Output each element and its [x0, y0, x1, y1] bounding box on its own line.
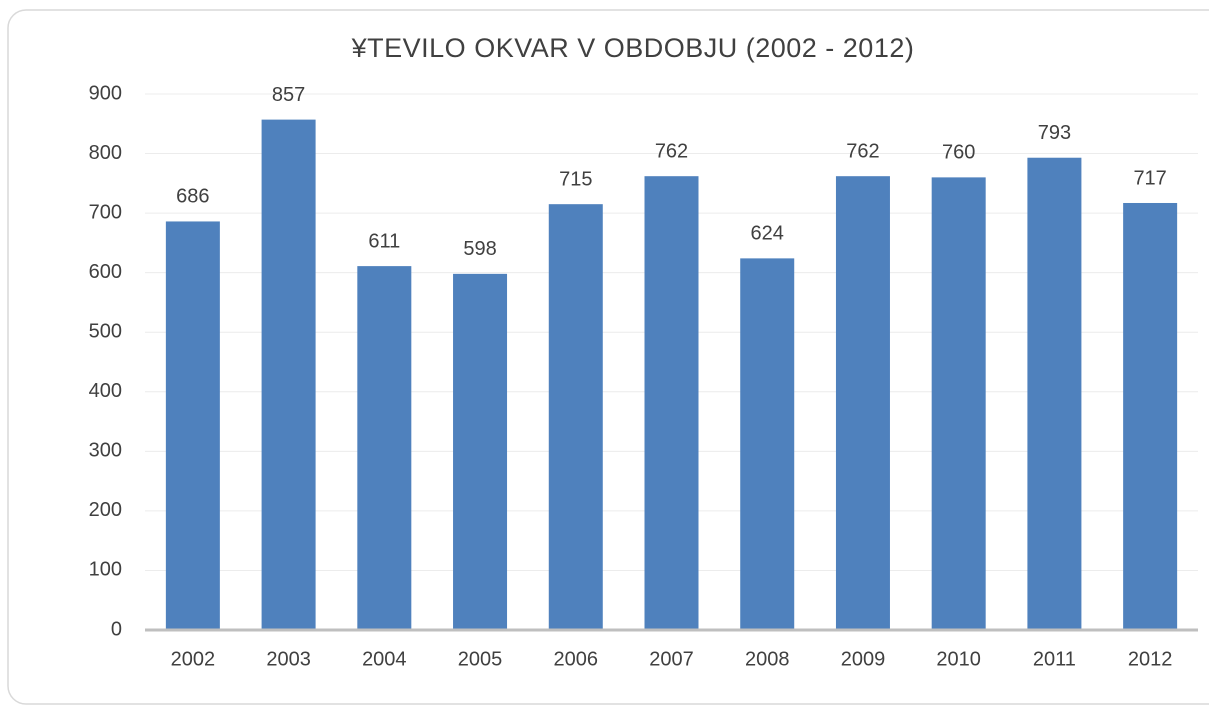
- data-label: 715: [559, 168, 592, 190]
- bar: [1027, 157, 1082, 631]
- x-tick-label: 2005: [458, 648, 503, 670]
- x-tick-label: 2002: [171, 648, 216, 670]
- data-label: 793: [1038, 122, 1071, 144]
- x-tick-label: 2009: [841, 648, 886, 670]
- y-tick-label: 600: [89, 261, 122, 283]
- bar: [740, 258, 795, 630]
- data-label: 611: [368, 230, 400, 252]
- y-tick-label: 800: [89, 142, 122, 164]
- data-label: 598: [463, 238, 496, 260]
- x-tick-label: 2008: [745, 648, 790, 670]
- y-tick-label: 300: [89, 440, 122, 462]
- y-tick-label: 400: [89, 380, 122, 402]
- bar: [165, 221, 220, 630]
- data-label: 762: [655, 140, 688, 162]
- x-tick-label: 2007: [649, 648, 694, 670]
- x-tick-label: 2003: [266, 648, 311, 670]
- data-label: 760: [942, 142, 975, 164]
- x-tick-label: 2006: [554, 648, 599, 670]
- bar: [548, 204, 603, 630]
- bar: [357, 266, 412, 630]
- y-tick-label: 0: [111, 618, 122, 640]
- bar: [261, 119, 316, 630]
- data-label: 624: [751, 223, 784, 245]
- data-label: 762: [846, 140, 879, 162]
- y-tick-label: 500: [89, 321, 122, 343]
- y-tick-label: 200: [89, 499, 122, 521]
- bar: [644, 176, 699, 631]
- x-tick-label: 2010: [936, 648, 981, 670]
- y-tick-label: 100: [89, 559, 122, 581]
- bar: [1123, 202, 1178, 630]
- data-label: 686: [176, 186, 209, 208]
- bar: [835, 176, 890, 631]
- y-tick-label: 900: [89, 82, 122, 104]
- chart-title: ¥TEVILO OKVAR V OBDOBJU (2002 - 2012): [351, 33, 915, 63]
- x-tick-label: 2011: [1033, 648, 1076, 670]
- bar: [931, 177, 986, 630]
- data-label: 857: [272, 84, 305, 106]
- bar: [453, 273, 508, 630]
- x-tick-label: 2004: [362, 648, 407, 670]
- x-tick-label: 2012: [1128, 648, 1173, 670]
- y-tick-label: 700: [89, 201, 122, 223]
- data-label: 717: [1133, 167, 1166, 189]
